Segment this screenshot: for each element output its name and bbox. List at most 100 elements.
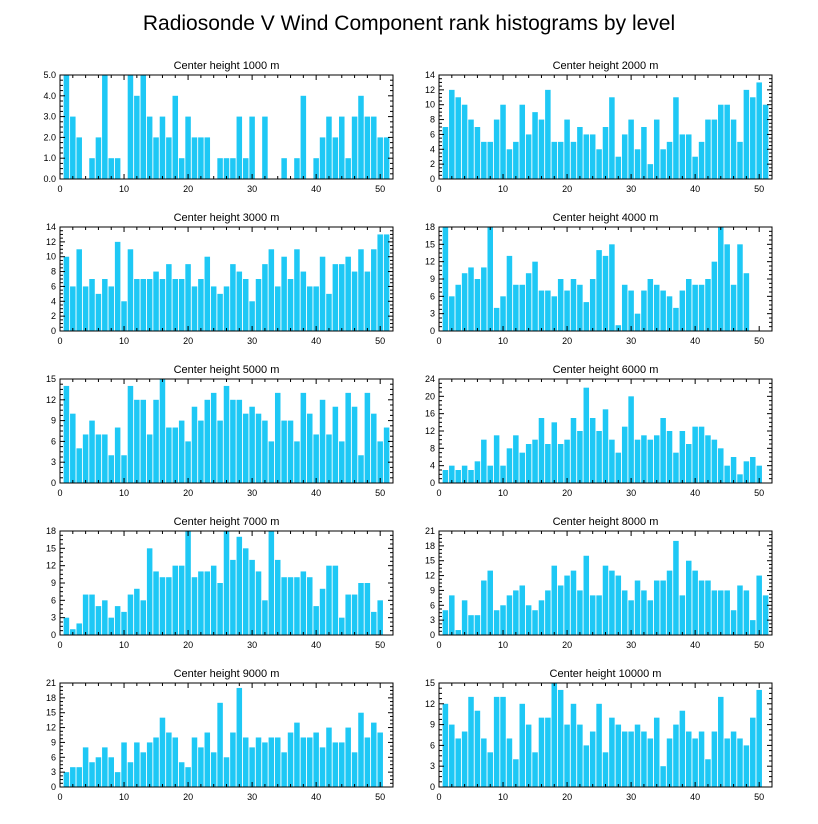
histogram-bar — [487, 227, 493, 331]
histogram-bar — [371, 722, 377, 787]
histogram-bar — [326, 116, 332, 179]
histogram-bar — [519, 703, 526, 787]
histogram-bar — [711, 439, 718, 483]
histogram-bar — [679, 431, 686, 483]
histogram-bar — [628, 119, 634, 179]
histogram-bar — [191, 137, 198, 179]
histogram-bar — [178, 762, 185, 787]
histogram-bar — [63, 772, 70, 787]
x-tick-label: 20 — [562, 488, 572, 498]
histogram-bar — [756, 82, 762, 179]
histogram-bar — [102, 434, 108, 483]
histogram-bar — [692, 738, 698, 787]
histogram-bar — [641, 590, 647, 635]
histogram-bar — [692, 570, 698, 635]
histogram-bar — [153, 737, 159, 787]
histogram-bar — [711, 261, 718, 331]
histogram-bar — [557, 279, 564, 331]
histogram-bar — [666, 738, 673, 787]
x-tick-label: 30 — [626, 792, 636, 802]
histogram-bar — [621, 731, 628, 787]
y-tick-label: 5.0 — [43, 70, 56, 80]
histogram-bar — [570, 279, 577, 331]
y-tick-label: 3 — [430, 615, 435, 625]
histogram-bar — [756, 465, 762, 483]
x-tick-label: 20 — [562, 336, 572, 346]
histogram-bar — [319, 137, 326, 179]
y-tick-label: 18 — [46, 693, 56, 703]
histogram-bar — [679, 134, 686, 179]
y-tick-label: 0 — [430, 630, 435, 640]
histogram-bar — [121, 301, 127, 331]
histogram-bar — [242, 279, 249, 331]
histogram-bar — [545, 89, 551, 179]
histogram-bar — [564, 724, 570, 787]
histogram-bar — [449, 296, 455, 331]
histogram-bar — [242, 158, 249, 179]
histogram-bar — [615, 724, 622, 787]
histogram-bar — [653, 119, 660, 179]
histogram-bar — [236, 399, 243, 483]
histogram-bar — [281, 256, 287, 331]
histogram-bar — [468, 470, 474, 483]
x-tick-label: 40 — [690, 184, 700, 194]
histogram-bar — [294, 577, 300, 635]
histogram-bar — [500, 605, 506, 635]
histogram-bar — [102, 747, 108, 787]
histogram-bar — [506, 738, 513, 787]
histogram-bar — [114, 427, 121, 483]
histogram-bar — [287, 732, 294, 787]
histogram-bar — [191, 577, 198, 635]
histogram-bar — [461, 465, 468, 483]
histogram-bar — [268, 249, 275, 331]
histogram-bar — [313, 732, 319, 787]
histogram-bar — [455, 470, 461, 483]
histogram-bar — [615, 156, 622, 179]
histogram-bar — [262, 742, 268, 787]
histogram-bar — [705, 580, 711, 635]
histogram-bar — [146, 548, 153, 635]
x-tick-label: 10 — [119, 640, 129, 650]
histogram-bar — [339, 742, 345, 787]
y-tick-label: 8 — [430, 115, 435, 125]
histogram-bar — [634, 724, 641, 787]
y-tick-label: 12 — [425, 426, 435, 436]
histogram-bar — [204, 256, 211, 331]
histogram-bar — [705, 435, 711, 483]
histogram-bar — [481, 738, 487, 787]
histogram-bar — [268, 531, 275, 635]
histogram-bar — [140, 399, 147, 483]
histogram-bar — [185, 441, 191, 483]
histogram-bar — [551, 683, 558, 787]
histogram-bar — [756, 689, 762, 787]
histogram-bar — [557, 141, 564, 179]
histogram-bar — [294, 441, 300, 483]
histogram-bar — [274, 392, 281, 483]
y-tick-label: 4 — [430, 461, 435, 471]
histogram-panel: Center height 2000 m 0 10 20 30 40 50 0 2 4 6 8 10 12… — [425, 60, 773, 194]
histogram-bar — [223, 385, 230, 483]
y-tick-label: 0 — [430, 326, 435, 336]
histogram-bar — [332, 264, 339, 331]
histogram-bar — [513, 141, 519, 179]
histogram-bar — [223, 757, 230, 787]
histogram-bar — [506, 448, 513, 483]
histogram-bar — [134, 95, 140, 179]
histogram-bar — [762, 595, 769, 635]
histogram-bar — [140, 75, 147, 179]
histogram-bar — [108, 455, 114, 483]
histogram-bar — [711, 590, 718, 635]
histogram-bar — [198, 279, 204, 331]
x-tick-label: 50 — [375, 792, 385, 802]
histogram-bar — [673, 307, 679, 331]
histogram-bar — [698, 141, 705, 179]
histogram-bar — [660, 149, 666, 179]
histogram-bar — [255, 413, 262, 483]
x-tick-label: 10 — [498, 488, 508, 498]
histogram-panel: Center height 10000 m 0 10 20 30 40 50 0 3 6 9 12 15 — [425, 668, 773, 802]
histogram-bar — [449, 465, 455, 483]
y-tick-label: 15 — [46, 543, 56, 553]
histogram-bar — [307, 413, 313, 483]
histogram-bar — [76, 767, 82, 787]
histogram-bar — [287, 577, 294, 635]
